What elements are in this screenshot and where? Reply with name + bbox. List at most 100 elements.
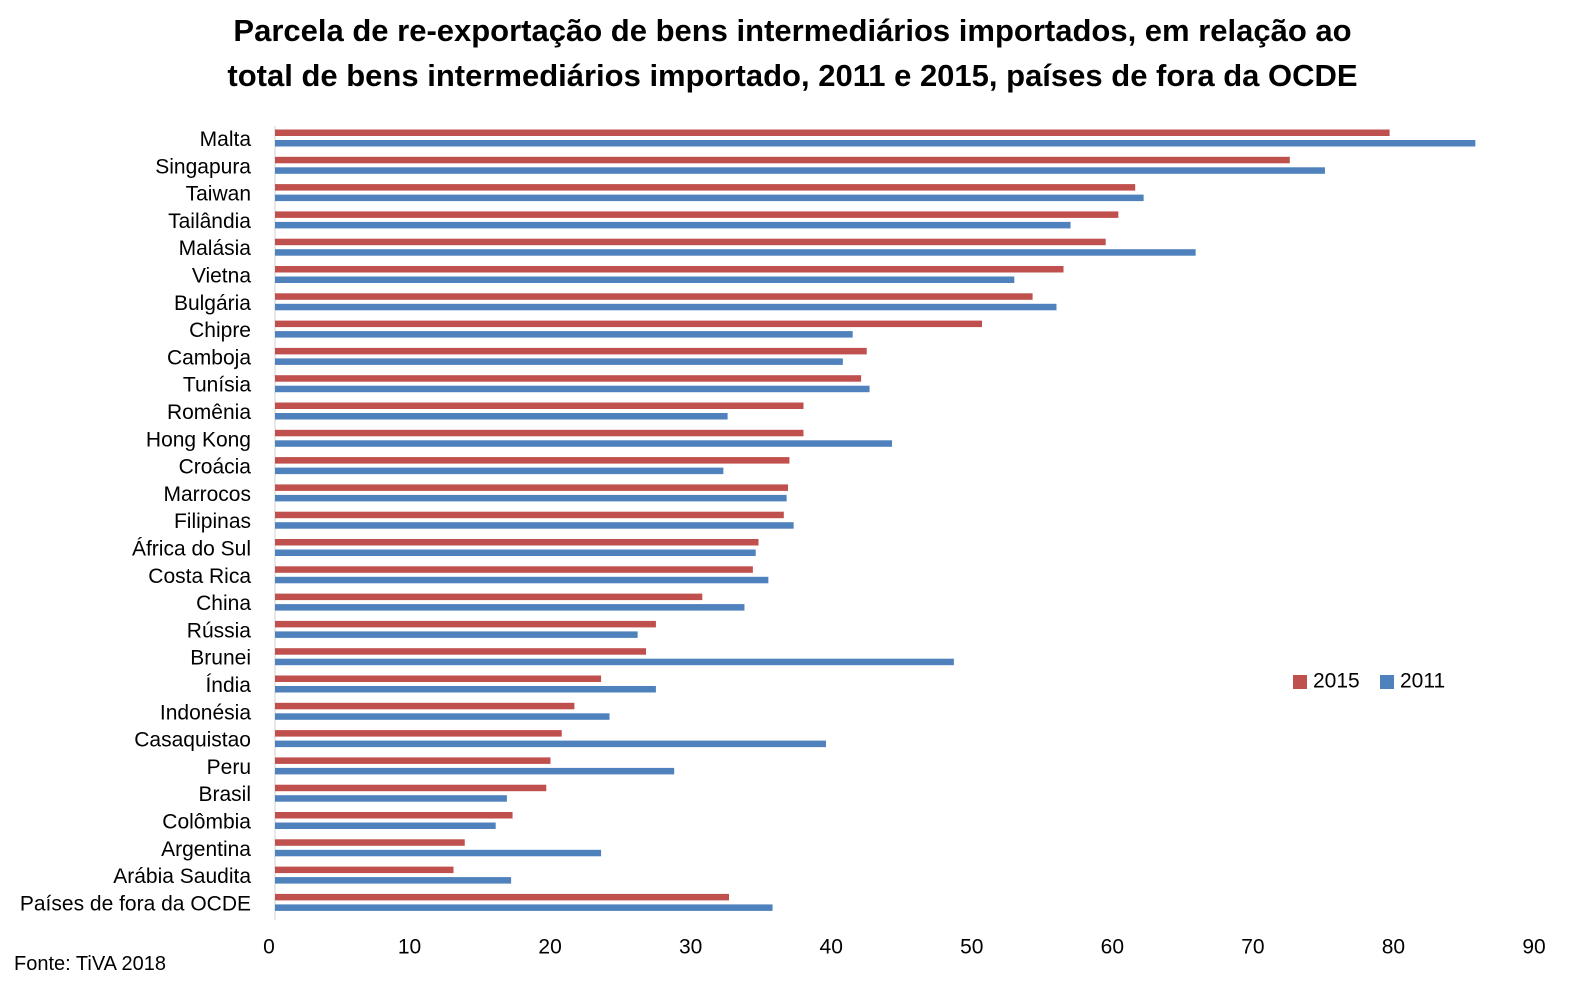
bar-2011 — [275, 358, 843, 365]
chart-title: Parcela de re-exportação de bens interme… — [0, 8, 1585, 98]
legend-swatch-2011 — [1380, 675, 1394, 689]
bar-2015 — [275, 702, 575, 710]
x-tick-label: 10 — [398, 936, 421, 959]
source-note: Fonte: TiVA 2018 — [14, 953, 166, 975]
bar-2011 — [275, 822, 496, 829]
bar-2011 — [275, 631, 638, 638]
category-label: Casaquistao — [134, 729, 251, 752]
bar-2015 — [275, 402, 804, 409]
bar-2015 — [275, 539, 759, 546]
bar-2015 — [275, 375, 862, 382]
bar-2015 — [275, 675, 602, 682]
bar-2015 — [275, 347, 867, 355]
category-label: Países de fora da OCDE — [20, 892, 251, 915]
category-label: Tailândia — [168, 210, 251, 233]
x-tick-label: 60 — [1101, 936, 1124, 959]
category-label: Bulgária — [174, 292, 251, 315]
category-label: Filipinas — [174, 510, 251, 533]
x-tick-label: 40 — [820, 936, 843, 959]
legend-label: 2011 — [1400, 670, 1445, 693]
x-tick-label: 30 — [679, 936, 702, 959]
category-label: Marrocos — [163, 483, 251, 506]
plot-area: Malta Singapura Taiwan Tailândia Malásia Viet… — [20, 126, 1546, 959]
bar-2015 — [275, 211, 1119, 218]
bar-2011 — [275, 576, 769, 584]
bar-2015 — [275, 156, 1290, 164]
category-label: Índia — [205, 674, 251, 697]
bar-2011 — [275, 877, 512, 884]
category-label: Hong Kong — [146, 428, 251, 451]
bar-2011 — [275, 904, 773, 911]
bar-2011 — [275, 331, 853, 338]
bar-2011 — [275, 604, 745, 611]
category-label: Argentina — [161, 838, 251, 861]
bar-2011 — [275, 740, 826, 748]
category-label: Arábia Saudita — [113, 865, 251, 888]
bar-2015 — [275, 266, 1064, 273]
bar-2011 — [275, 249, 1196, 256]
category-label: Chipre — [189, 319, 251, 342]
bar-2015 — [275, 757, 551, 764]
x-tick-label: 70 — [1241, 936, 1264, 959]
category-label: Romênia — [167, 401, 251, 424]
category-label: África do Sul — [132, 538, 251, 561]
bar-2015 — [275, 429, 804, 437]
bar-2015 — [275, 184, 1136, 191]
category-label: Brunei — [190, 647, 251, 670]
category-label: Tunísia — [183, 374, 251, 397]
bar-2011 — [275, 849, 602, 857]
bar-2011 — [275, 522, 794, 529]
category-label: Indonésia — [160, 701, 251, 724]
bar-2011 — [275, 440, 893, 447]
chart-title-line-2: total de bens intermediários importado, … — [227, 58, 1358, 93]
bar-2011 — [275, 494, 787, 502]
legend-swatch-2015 — [1293, 675, 1307, 689]
bar-2015 — [275, 593, 703, 601]
category-label: Colômbia — [162, 811, 251, 834]
bar-2015 — [275, 812, 513, 819]
x-tick-label: 0 — [263, 936, 275, 959]
bar-2015 — [275, 566, 753, 573]
bar-2015 — [275, 238, 1106, 246]
bar-2015 — [275, 866, 454, 874]
category-label: China — [196, 592, 251, 615]
x-tick-label: 80 — [1382, 936, 1405, 959]
category-label: Malta — [200, 128, 252, 151]
bar-2011 — [275, 767, 675, 775]
category-label: Costa Rica — [148, 565, 251, 588]
bar-2011 — [275, 686, 656, 693]
category-label: Peru — [207, 756, 251, 779]
bar-2015 — [275, 457, 790, 464]
x-tick-label: 50 — [960, 936, 983, 959]
bar-2011 — [275, 549, 756, 556]
bar-2015 — [275, 784, 547, 792]
bar-2011 — [275, 140, 1476, 147]
category-label: Singapura — [155, 155, 251, 178]
category-label: Rússia — [187, 619, 252, 642]
bar-2011 — [275, 221, 1071, 229]
bar-2015 — [275, 484, 789, 491]
bar-2015 — [275, 620, 656, 628]
bar-2015 — [275, 511, 784, 519]
bar-2015 — [275, 293, 1033, 300]
legend-label: 2015 — [1313, 670, 1360, 693]
bar-2015 — [275, 648, 647, 655]
bar-2015 — [275, 839, 465, 846]
bar-2015 — [275, 320, 982, 328]
bar-2011 — [275, 713, 610, 720]
bar-2011 — [275, 413, 728, 420]
bar-2011 — [275, 276, 1015, 283]
x-tick-label: 90 — [1522, 936, 1545, 959]
chart-title-line-1: Parcela de re-exportação de bens interme… — [233, 13, 1352, 48]
bar-2015 — [275, 730, 562, 737]
category-label: Camboja — [167, 346, 251, 369]
x-tick-label: 20 — [538, 936, 561, 959]
bar-2015 — [275, 893, 729, 901]
category-label: Brasil — [198, 783, 251, 806]
bar-2011 — [275, 658, 954, 666]
category-label: Croácia — [179, 456, 252, 479]
category-label: Malásia — [179, 237, 252, 260]
category-label: Vietna — [192, 265, 251, 288]
category-label: Taiwan — [186, 183, 251, 206]
